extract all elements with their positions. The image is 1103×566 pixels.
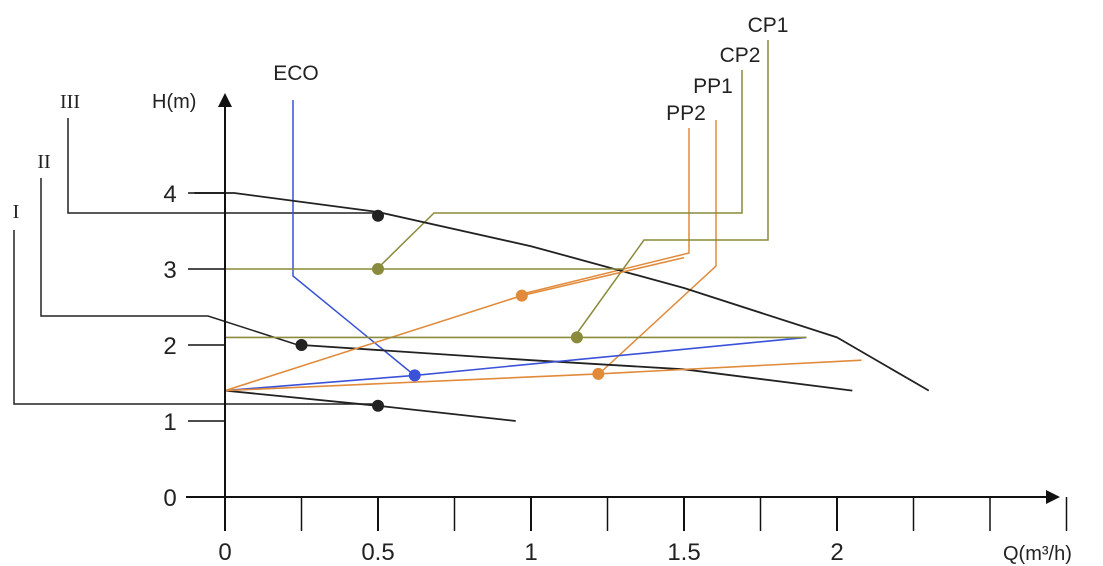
operating-point-cp1 xyxy=(570,331,583,344)
x-axis-title: Q(m³/h) xyxy=(1003,543,1072,565)
y-tick-label: 4 xyxy=(163,181,176,208)
curve-label-cp1: CP1 xyxy=(748,14,789,37)
operating-point-pp2 xyxy=(515,289,528,302)
curve-label-iii: III xyxy=(60,91,80,113)
pump-curve-II xyxy=(301,344,853,392)
y-tick-label: 3 xyxy=(163,257,176,284)
curve-label-ii: II xyxy=(37,151,50,173)
leader-ii xyxy=(40,178,299,346)
y-tick-label: 1 xyxy=(163,409,176,436)
operating-point-cp2 xyxy=(372,263,384,275)
pump-curve-III xyxy=(194,192,930,392)
leader-iii xyxy=(67,118,377,214)
leader-pp1 xyxy=(599,120,717,374)
y-axis-title: H(m) xyxy=(152,91,196,113)
leader-lines xyxy=(13,40,769,405)
axis-ticks: 00.511.52301234 xyxy=(163,181,1068,566)
curve-label-cp2: CP2 xyxy=(720,44,761,67)
operating-point-pp1 xyxy=(592,367,605,380)
operating-point-i xyxy=(372,399,384,412)
y-tick-label: 0 xyxy=(163,485,176,512)
x-tick-label: 0.5 xyxy=(361,539,394,566)
pump-curve-I xyxy=(224,389,516,422)
performance-curves xyxy=(194,192,930,422)
leader-eco xyxy=(292,100,415,376)
operating-point-eco xyxy=(408,369,421,382)
curve-label-pp2: PP2 xyxy=(666,102,706,125)
axis-labels: H(m) Q(m³/h) xyxy=(152,91,1072,565)
curve-label-pp1: PP1 xyxy=(693,75,733,98)
x-tick-label: 0 xyxy=(218,539,231,566)
leader-i xyxy=(13,230,377,405)
operating-point-ii xyxy=(295,339,308,351)
operating-points xyxy=(295,209,605,412)
leader-cp2 xyxy=(377,70,743,269)
curve-label-i: I xyxy=(13,201,20,223)
curve-label-eco: ECO xyxy=(273,62,319,85)
operating-point-iii xyxy=(372,209,384,222)
leader-pp2 xyxy=(521,128,690,295)
x-tick-label: 1.5 xyxy=(667,539,700,566)
y-tick-label: 2 xyxy=(163,333,176,360)
x-tick-label: 2 xyxy=(830,539,843,566)
x-tick-label: 1 xyxy=(524,539,537,566)
axes xyxy=(186,93,1060,530)
system-curve-pp1 xyxy=(224,359,862,392)
leader-cp1 xyxy=(574,40,769,337)
